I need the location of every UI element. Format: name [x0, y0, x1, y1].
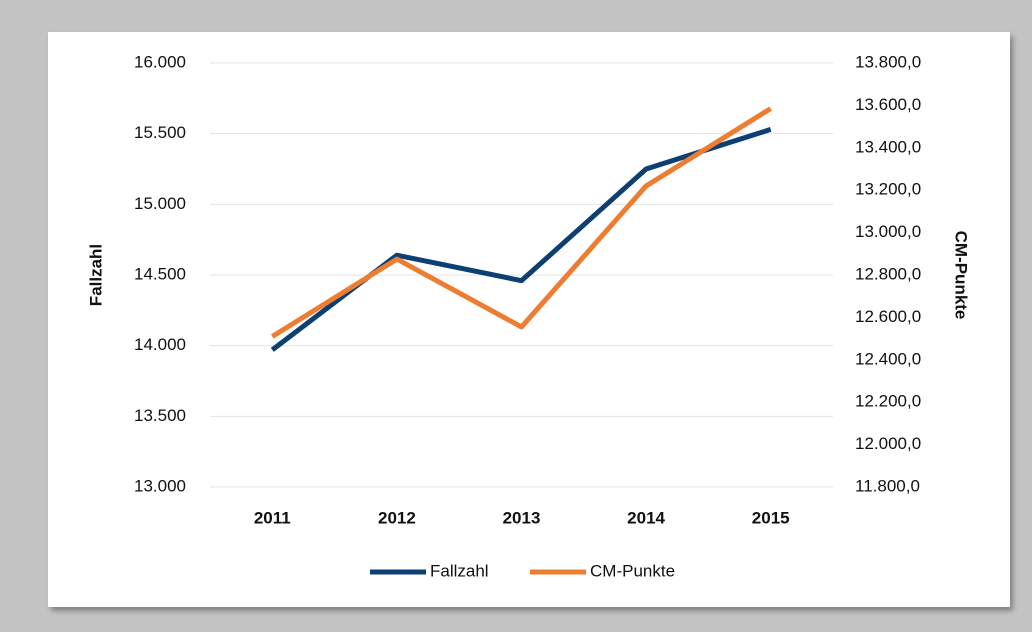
y2-tick-label: 11.800,0 [855, 476, 920, 495]
legend-label: Fallzahl [430, 561, 489, 580]
y2-tick-label: 12.800,0 [855, 264, 921, 283]
y2-axis-label: CM-Punkte [952, 231, 971, 320]
y-tick-label: 14.000 [134, 335, 186, 354]
y2-tick-label: 12.600,0 [855, 307, 921, 326]
y2-tick-label: 12.200,0 [855, 392, 921, 411]
y2-tick-label: 13.600,0 [855, 95, 921, 114]
x-tick-label: 2014 [627, 508, 665, 527]
y-tick-label: 13.500 [134, 406, 186, 425]
y-tick-label: 14.500 [134, 264, 186, 283]
y-tick-label: 16.000 [134, 52, 186, 71]
y2-tick-label: 13.000,0 [855, 222, 921, 241]
y-tick-label: 13.000 [134, 476, 186, 495]
x-tick-label: 2012 [378, 508, 416, 527]
series-line [270, 106, 773, 339]
y2-tick-label: 12.000,0 [855, 434, 921, 453]
x-tick-label: 2015 [752, 508, 790, 527]
y2-tick-label: 13.400,0 [855, 137, 921, 156]
x-tick-label: 2011 [254, 508, 291, 527]
legend-label: CM-Punkte [590, 561, 675, 580]
y2-tick-label: 12.400,0 [855, 349, 921, 368]
y-tick-label: 15.000 [134, 194, 186, 213]
y2-tick-label: 13.200,0 [855, 180, 921, 199]
y-axis-label: Fallzahl [86, 244, 105, 306]
x-tick-label: 2013 [503, 508, 541, 527]
y-tick-label: 15.500 [134, 123, 186, 142]
y2-tick-label: 13.800,0 [855, 52, 921, 71]
